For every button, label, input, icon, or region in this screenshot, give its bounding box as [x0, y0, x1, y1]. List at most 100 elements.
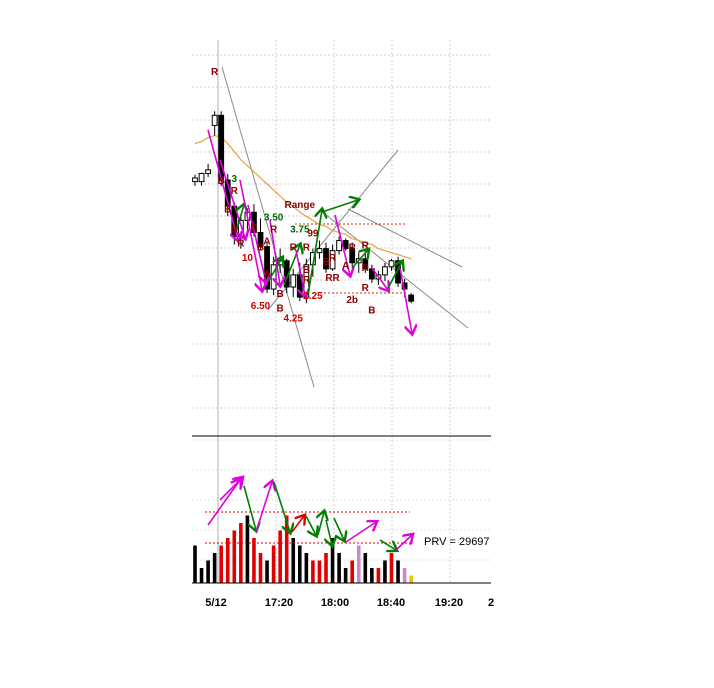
- volume-arrow: [326, 519, 332, 545]
- volume-arrow: [291, 516, 304, 533]
- candle-body: [349, 248, 356, 264]
- volume-bar: [265, 560, 269, 583]
- trend-line: [221, 66, 315, 388]
- trend-line: [347, 208, 463, 268]
- candle-body: [342, 240, 349, 250]
- swing-arrow: [235, 205, 244, 233]
- volume-bar: [356, 545, 361, 583]
- volume-bar: [298, 545, 302, 583]
- candle-body: [205, 169, 211, 174]
- volume-bar: [409, 575, 413, 583]
- volume-bars: [192, 511, 491, 584]
- volume-arrows: [207, 478, 412, 550]
- volume-bar: [225, 538, 230, 583]
- x-tick-label: 18:40: [377, 597, 405, 609]
- bar-label: B: [257, 243, 264, 254]
- volume-bar: [350, 560, 354, 583]
- candle-body: [329, 250, 336, 270]
- volume-arrow: [333, 517, 344, 540]
- bar-label: B: [322, 257, 329, 268]
- candle-body: [211, 114, 218, 126]
- volume-bar: [363, 553, 368, 583]
- bar-label: R: [362, 283, 370, 294]
- bar-label: R: [329, 253, 337, 264]
- swing-arrow: [283, 245, 300, 286]
- volume-bar: [402, 568, 407, 583]
- bar-label: 2.25: [303, 291, 323, 302]
- bar-label: R: [290, 243, 298, 254]
- bar-label: B: [250, 222, 257, 233]
- bar-label: 3.50: [264, 212, 284, 223]
- swing-arrow: [295, 249, 305, 296]
- volume-bar: [239, 523, 243, 583]
- x-tick-label: 19:20: [435, 597, 463, 609]
- bar-label: B: [303, 265, 310, 276]
- volume-bar: [278, 530, 282, 583]
- candle-body: [198, 172, 205, 183]
- swing-arrow: [219, 159, 245, 238]
- swing-arrow: [334, 214, 350, 275]
- swing-arrow: [387, 262, 402, 289]
- volume-bar: [311, 560, 315, 583]
- bar-label: A: [263, 237, 270, 248]
- volume-bar: [271, 545, 276, 583]
- moving-average: [194, 134, 412, 260]
- volume-arrow: [207, 480, 240, 526]
- bar-label: R: [303, 275, 311, 286]
- bar-label: R: [349, 243, 357, 254]
- bar-label: R: [231, 186, 239, 197]
- bar-label: B: [218, 176, 225, 187]
- volume-bar: [252, 538, 256, 583]
- swing-arrow: [321, 200, 358, 213]
- candle-body: [382, 266, 388, 276]
- swing-arrow: [267, 258, 282, 283]
- bar-label: B: [277, 303, 284, 314]
- bar-label: R: [237, 239, 245, 250]
- bar-label: 99: [307, 229, 319, 240]
- volume-bar: [304, 553, 309, 583]
- bar-label: R: [270, 224, 278, 235]
- bar-label: R: [303, 243, 311, 254]
- candle-body: [264, 246, 270, 290]
- bar-label: RR: [325, 273, 340, 284]
- bar-label: R: [362, 263, 370, 274]
- bar-label: A: [263, 269, 270, 280]
- bar-label: Range: [285, 200, 316, 211]
- bar-label: A: [342, 261, 349, 272]
- swing-arrow: [371, 267, 388, 290]
- volume-bar: [199, 568, 204, 583]
- bar-label: B: [368, 305, 375, 316]
- volume-bar: [337, 553, 341, 583]
- volume-bar: [193, 545, 197, 583]
- volume-label: PRV = 29697: [424, 536, 490, 548]
- volume-bar: [324, 553, 328, 583]
- bar-label: 10: [242, 253, 254, 264]
- candle-body: [316, 248, 323, 254]
- volume-bar: [343, 568, 348, 583]
- volume-bar: [389, 553, 394, 583]
- swing-arrow: [207, 129, 238, 240]
- volume-bar: [317, 560, 322, 583]
- candle-body: [388, 260, 395, 268]
- bar-label: 3.75: [290, 224, 310, 235]
- volume-arrow: [305, 515, 316, 535]
- swing-arrow: [239, 179, 262, 290]
- swing-arrow: [351, 250, 368, 269]
- volume-bar: [291, 538, 296, 583]
- bar-label: R: [211, 67, 219, 78]
- volume-bar: [212, 553, 217, 583]
- bar-label: 6.50: [251, 301, 271, 312]
- ma-line: [194, 134, 412, 260]
- bar-label: R: [362, 241, 370, 252]
- bar-label: B: [224, 204, 231, 215]
- swing-arrow: [247, 204, 266, 282]
- candle-body: [336, 240, 343, 252]
- trend-lines: [221, 66, 469, 388]
- bar-label: B: [231, 224, 238, 235]
- volume-arrow: [255, 482, 272, 533]
- volume-arrow: [243, 485, 256, 530]
- volume-arrow: [379, 539, 396, 550]
- volume-bar: [396, 560, 400, 583]
